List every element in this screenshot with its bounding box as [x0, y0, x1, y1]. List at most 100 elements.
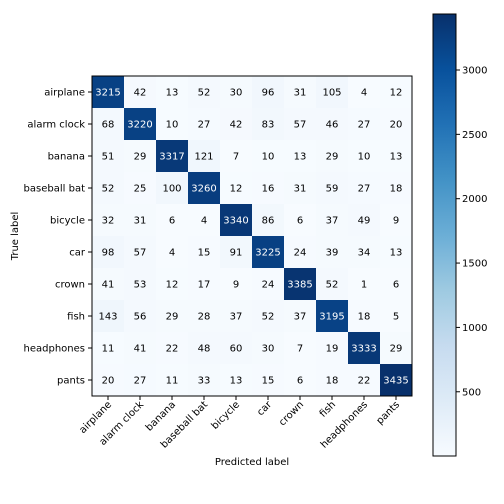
heatmap-cell	[220, 332, 253, 365]
x-axis-label: Predicted label	[215, 457, 289, 468]
cell-value-label: 3333	[351, 344, 376, 355]
cell-value-label: 143	[98, 312, 117, 323]
heatmap-cell	[348, 332, 381, 365]
cell-value-label: 42	[230, 120, 243, 131]
cell-value-label: 7	[233, 152, 239, 163]
cell-value-label: 52	[262, 312, 275, 323]
cell-value-label: 18	[358, 312, 371, 323]
y-tick-label: bicycle	[50, 216, 85, 227]
heatmap-cell	[316, 76, 349, 109]
cell-value-label: 3317	[159, 152, 184, 163]
cell-value-label: 18	[326, 376, 339, 387]
cell-value-label: 31	[294, 88, 307, 99]
cell-value-label: 7	[297, 344, 303, 355]
cell-value-label: 57	[134, 248, 147, 259]
cell-value-label: 13	[294, 152, 307, 163]
cell-value-label: 9	[393, 216, 399, 227]
heatmap-cell	[316, 172, 349, 205]
heatmap-cell	[252, 332, 285, 365]
cell-value-label: 31	[294, 184, 307, 195]
cell-value-label: 29	[326, 152, 339, 163]
cell-value-label: 91	[230, 248, 243, 259]
heatmap-cell	[188, 268, 221, 301]
cell-value-label: 20	[102, 376, 115, 387]
y-tick-label: alarm clock	[27, 120, 85, 131]
heatmap-cell	[124, 268, 157, 301]
x-tick-label: fish	[318, 399, 338, 419]
cell-value-label: 12	[230, 184, 243, 195]
cell-value-label: 52	[198, 88, 211, 99]
cell-value-label: 11	[166, 376, 179, 387]
heatmap-cell	[316, 332, 349, 365]
heatmap-cell	[188, 300, 221, 333]
cell-value-label: 28	[198, 312, 211, 323]
cell-value-label: 4	[169, 248, 175, 259]
cell-value-label: 11	[102, 344, 115, 355]
cell-value-label: 53	[134, 280, 147, 291]
heatmap-cell	[252, 76, 285, 109]
cell-value-label: 25	[134, 184, 147, 195]
y-tick-label: fish	[67, 312, 85, 323]
heatmap-cell	[124, 140, 157, 173]
cell-value-label: 121	[194, 152, 213, 163]
heatmap-cell	[188, 236, 221, 269]
cell-value-label: 56	[134, 312, 147, 323]
heatmap-cell	[348, 204, 381, 237]
heatmap-cell	[316, 204, 349, 237]
cell-value-label: 3225	[255, 248, 280, 259]
heatmap-cell	[284, 236, 317, 269]
cell-value-label: 4	[201, 216, 207, 227]
heatmap-cell	[220, 300, 253, 333]
cell-value-label: 13	[390, 248, 403, 259]
heatmap-cell	[156, 204, 189, 237]
heatmap-cell	[156, 76, 189, 109]
cell-value-label: 86	[262, 216, 275, 227]
cell-value-label: 4	[361, 88, 367, 99]
heatmap-cell	[316, 364, 349, 397]
cell-value-label: 27	[198, 120, 211, 131]
cell-value-label: 31	[134, 216, 147, 227]
heatmap-cell	[124, 236, 157, 269]
heatmap-cell	[316, 268, 349, 301]
cell-value-label: 49	[358, 216, 371, 227]
cell-value-label: 22	[166, 344, 179, 355]
cell-value-label: 48	[198, 344, 211, 355]
cell-value-label: 12	[166, 280, 179, 291]
cell-value-label: 3385	[287, 280, 312, 291]
heatmap-cell	[316, 300, 349, 333]
cell-value-label: 27	[134, 376, 147, 387]
cell-value-label: 105	[322, 88, 341, 99]
heatmap-cell	[380, 268, 413, 301]
heatmap-cell	[156, 172, 189, 205]
cell-value-label: 59	[326, 184, 339, 195]
heatmap-cell	[348, 236, 381, 269]
heatmap-cell	[380, 300, 413, 333]
heatmap-cell	[124, 332, 157, 365]
cell-value-label: 15	[262, 376, 275, 387]
heatmap-cell	[92, 204, 125, 237]
cell-value-label: 37	[230, 312, 243, 323]
cell-value-label: 3260	[191, 184, 216, 195]
cell-value-label: 37	[294, 312, 307, 323]
cell-value-label: 29	[390, 344, 403, 355]
y-tick-label: pants	[57, 376, 85, 387]
heatmap-cell	[156, 300, 189, 333]
cell-value-label: 30	[262, 344, 275, 355]
cell-value-label: 46	[326, 120, 339, 131]
x-tick-label: bicycle	[210, 399, 243, 432]
heatmap-cell	[380, 236, 413, 269]
heatmap-cell	[92, 108, 125, 141]
cell-value-label: 10	[358, 152, 371, 163]
cell-value-label: 37	[326, 216, 339, 227]
y-axis-label: True label	[10, 212, 21, 262]
y-tick-label: headphones	[24, 344, 85, 355]
cell-value-label: 29	[166, 312, 179, 323]
colorbar-tick-label: 1500	[462, 259, 487, 270]
heatmap-cell	[188, 332, 221, 365]
heatmap-cell	[220, 108, 253, 141]
cell-value-label: 39	[326, 248, 339, 259]
cell-value-label: 51	[102, 152, 115, 163]
heatmap-cell	[316, 108, 349, 141]
colorbar-ticks: 500 1000 1500 2000 2500 3000	[456, 65, 487, 398]
